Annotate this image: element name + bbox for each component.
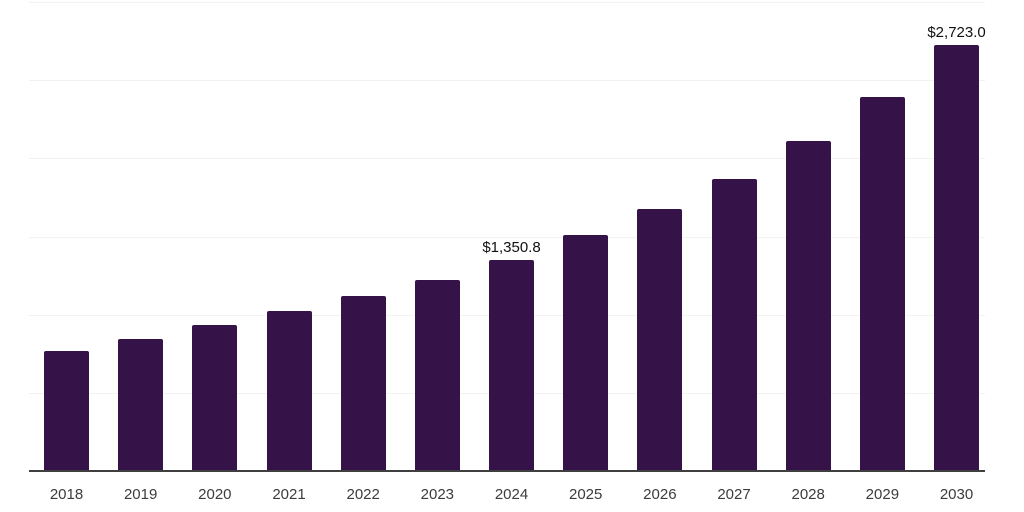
bar-2020	[192, 324, 238, 471]
x-axis-line	[29, 470, 985, 472]
x-axis-label: 2019	[123, 486, 158, 503]
x-axis-label: 2022	[346, 486, 380, 503]
gridline	[29, 2, 985, 3]
bar-2023	[414, 280, 460, 471]
bar-value-label: $2,723.0	[927, 24, 986, 42]
x-axis-label: 2018	[49, 486, 84, 503]
bar-2025	[563, 234, 609, 471]
bar-2021	[266, 311, 312, 471]
bar-2019	[118, 339, 164, 471]
x-axis-label: 2029	[865, 486, 900, 503]
gridline	[29, 80, 985, 82]
x-axis-label: 2027	[717, 486, 751, 503]
gridline	[29, 236, 985, 238]
x-axis-label: 2023	[420, 486, 455, 503]
x-axis-label: 2028	[791, 486, 825, 503]
x-axis-label: 2020	[198, 486, 232, 503]
bar-value-label: $1,350.8	[482, 238, 541, 256]
bar-2030	[934, 45, 980, 471]
bar-2022	[340, 295, 386, 471]
bar-2018	[44, 351, 89, 471]
x-axis-label: 2021	[272, 486, 306, 503]
bar-2027	[711, 178, 757, 471]
x-axis-label: 2026	[643, 486, 677, 503]
x-axis-label: 2030	[939, 486, 974, 503]
bar-2024	[489, 259, 535, 471]
bar-2026	[637, 209, 683, 471]
gridline	[29, 158, 985, 160]
x-axis-label: 2024	[494, 486, 529, 503]
x-axis-label: 2025	[569, 486, 603, 503]
bar-2028	[785, 141, 831, 471]
bar-2029	[859, 97, 905, 471]
